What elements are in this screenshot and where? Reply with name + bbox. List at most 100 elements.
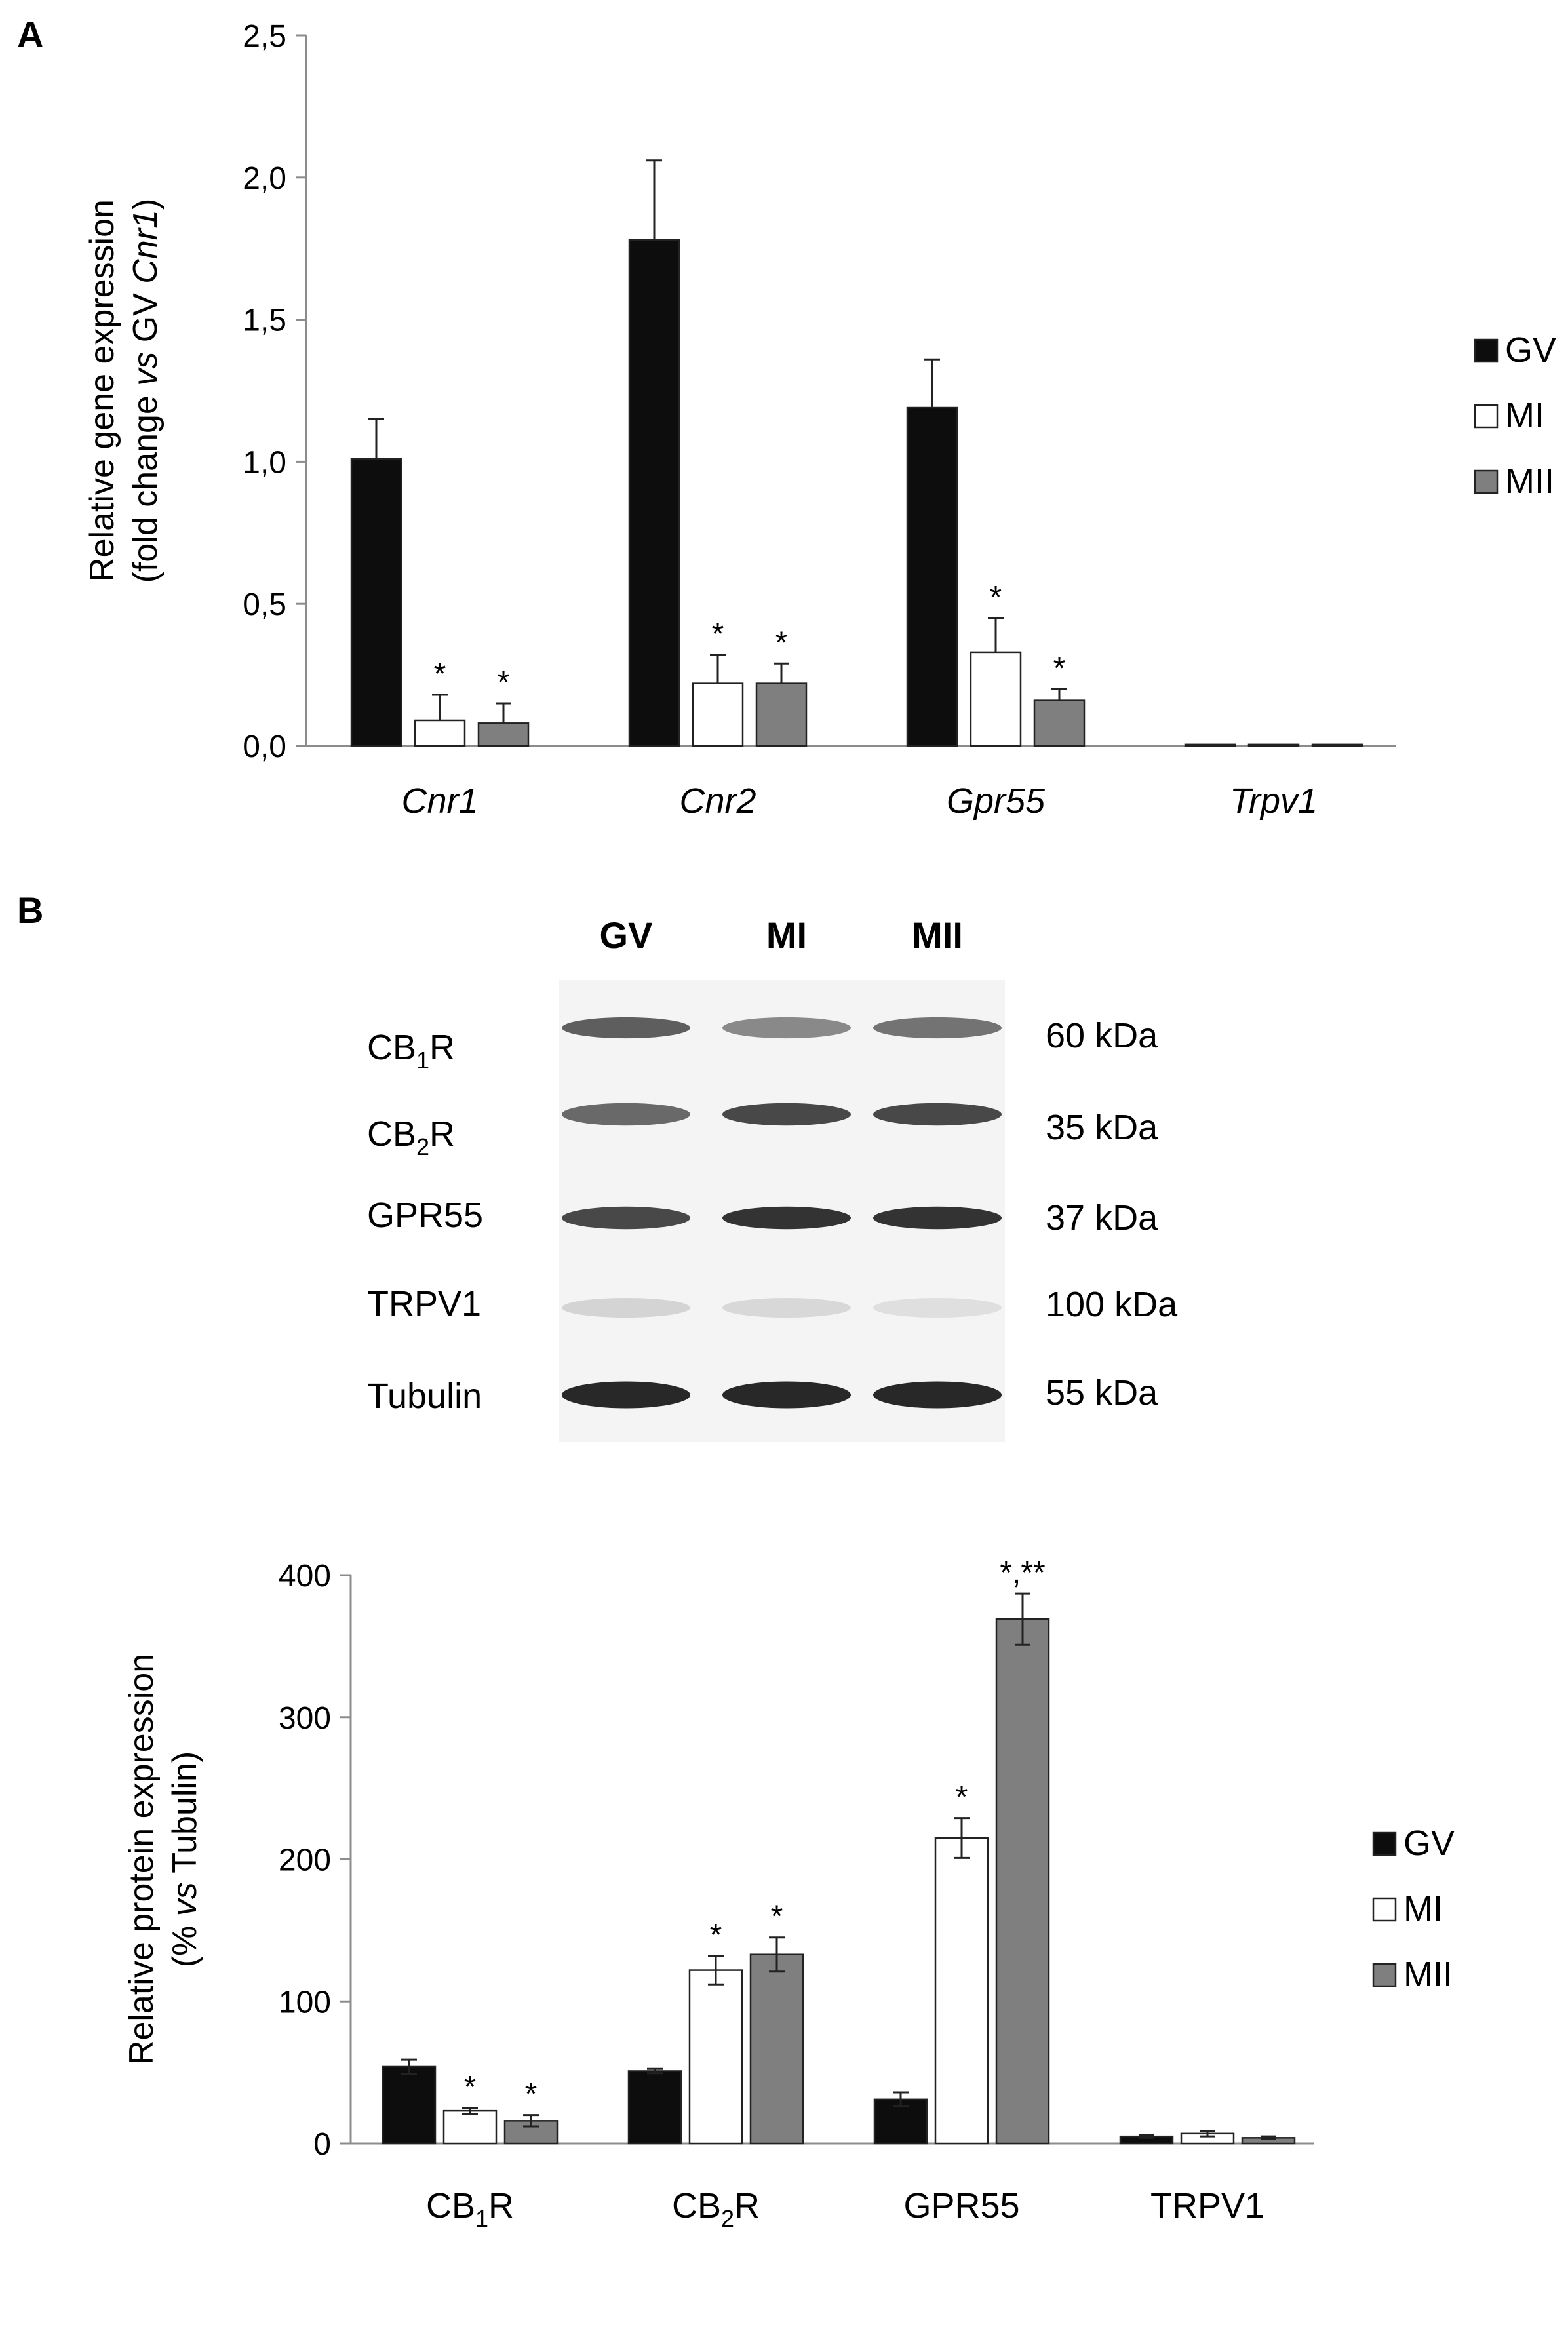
blot-band <box>562 1017 690 1039</box>
panel-a-label: A <box>17 14 43 55</box>
category-label-base: GPR55 <box>903 2186 1019 2225</box>
y-tick-label: 1,5 <box>243 303 286 338</box>
category-label: CB1R <box>426 2186 514 2232</box>
significance-mark: *,** <box>1000 1556 1045 1590</box>
blot-kda-label: 60 kDa <box>1046 1016 1158 1055</box>
bar-MI <box>1247 743 1300 747</box>
blot-kda-label: 100 kDa <box>1046 1285 1178 1324</box>
blot-row-label: GPR55 <box>367 1196 483 1235</box>
y-axis-title-part: Tubulin) <box>166 1752 204 1882</box>
chart-b: 0 100 200 300 400 Relative protein expression… <box>123 1556 1455 2232</box>
blot-row-label: Tubulin <box>367 1377 482 1416</box>
blot-row-label-base: CB <box>367 1028 416 1067</box>
category-label-base: CB <box>426 2186 475 2225</box>
blot-band <box>873 1017 1002 1039</box>
category-label: Trpv1 <box>1230 781 1318 821</box>
bar-MII <box>1311 743 1363 747</box>
category-label-base: CB <box>672 2186 721 2225</box>
legend-label-MII: MII <box>1505 461 1554 501</box>
bar-MI <box>692 682 744 747</box>
blot-band <box>722 1103 851 1126</box>
legend-swatch-MI <box>1372 1897 1397 1922</box>
significance-mark: * <box>710 1918 722 1953</box>
y-axis-title-part: ) <box>127 199 165 210</box>
y-axis-title-line1: Relative protein expression <box>123 1654 161 2065</box>
blot-row-label-rest: R <box>429 1114 455 1154</box>
bar-MII <box>749 1953 804 2145</box>
bar-MI <box>934 1837 989 2145</box>
significance-mark: * <box>434 657 446 692</box>
y-tick-label: 1,0 <box>243 445 286 480</box>
y-tick-label: 0,0 <box>243 730 286 764</box>
blot-row-label-base: GPR55 <box>367 1196 483 1235</box>
bar-MII <box>477 722 530 747</box>
y-axis-title-part: Cnr1 <box>127 210 165 284</box>
category-label-sub: 1 <box>475 2205 488 2232</box>
bar-MI <box>970 651 1022 747</box>
blot-band <box>562 1206 690 1230</box>
blot-row-label: CB1R <box>367 1028 455 1074</box>
y-tick-label: 200 <box>279 1843 331 1878</box>
significance-mark: * <box>1053 651 1066 686</box>
category-label-sub: 2 <box>721 2205 734 2232</box>
y-axis-title-part: (fold change <box>127 386 165 583</box>
significance-mark: * <box>990 580 1002 615</box>
blot-lane-label: MI <box>766 914 807 956</box>
bar-GV <box>1184 743 1236 747</box>
y-axis-title-part: vs <box>166 1882 204 1916</box>
blot-band <box>562 1381 690 1409</box>
category-label: Cnr1 <box>401 781 478 821</box>
y-tick-label: 100 <box>279 1985 331 2020</box>
blot-row-label-sub: 2 <box>416 1133 429 1160</box>
legend-label-MI: MI <box>1505 396 1544 435</box>
significance-mark: * <box>525 2077 538 2112</box>
significance-mark: * <box>775 625 788 660</box>
bar-MII <box>1033 699 1086 747</box>
bar-GV <box>628 239 680 747</box>
legend-swatch-GV <box>1474 338 1499 363</box>
category-label: CB2R <box>672 2186 760 2232</box>
blot-kda-label: 35 kDa <box>1046 1108 1158 1147</box>
category-label: Cnr2 <box>679 781 756 821</box>
bar-MII <box>755 682 808 747</box>
category-label-rest: R <box>488 2186 514 2225</box>
blot-band <box>873 1103 1002 1126</box>
blot-band <box>722 1206 851 1230</box>
panel-b-label: B <box>17 890 43 931</box>
category-label: GPR55 <box>903 2186 1019 2225</box>
y-axis-title: Relative protein expression (% vs Tubulin… <box>123 1654 204 2065</box>
y-tick-label: 2,5 <box>243 19 286 54</box>
legend-label-GV: GV <box>1505 330 1556 370</box>
bar-GV <box>382 2065 437 2145</box>
y-axis-title: Relative gene expression (fold change vs … <box>83 199 165 583</box>
blot-lane-label: MII <box>912 914 963 956</box>
blot-row-label-base: TRPV1 <box>367 1284 481 1323</box>
bar-MI <box>688 1969 743 2145</box>
significance-mark: * <box>771 1900 783 1934</box>
y-axis-title-line2: (fold change vs GV Cnr1) <box>127 199 165 583</box>
y-tick-label: 2,0 <box>243 161 286 196</box>
category-label-rest: R <box>734 2186 760 2225</box>
legend-label-MI: MI <box>1403 1889 1443 1928</box>
category-label: TRPV1 <box>1150 2186 1264 2225</box>
blot-band <box>873 1206 1002 1230</box>
y-axis-title-part: vs <box>127 352 165 386</box>
significance-mark: * <box>498 665 510 700</box>
blot-band <box>722 1017 851 1039</box>
blot-row-label-rest: R <box>429 1028 455 1067</box>
significance-mark: * <box>464 2070 477 2105</box>
blot-kda-label: 55 kDa <box>1046 1373 1158 1413</box>
legend-label-MII: MII <box>1403 1955 1453 1994</box>
y-axis-title-line2: (% vs Tubulin) <box>166 1752 204 1967</box>
significance-mark: * <box>956 1780 968 1815</box>
category-label-base: TRPV1 <box>1150 2186 1264 2225</box>
blot-row-label-base: Tubulin <box>367 1377 482 1416</box>
bar-GV <box>906 406 958 747</box>
y-axis-title-part: GV <box>127 284 165 352</box>
blot-lane-label: GV <box>600 914 653 956</box>
legend-label-GV: GV <box>1403 1824 1455 1863</box>
blot-row-label: CB2R <box>367 1114 455 1160</box>
blot-row-label-sub: 1 <box>416 1047 429 1074</box>
